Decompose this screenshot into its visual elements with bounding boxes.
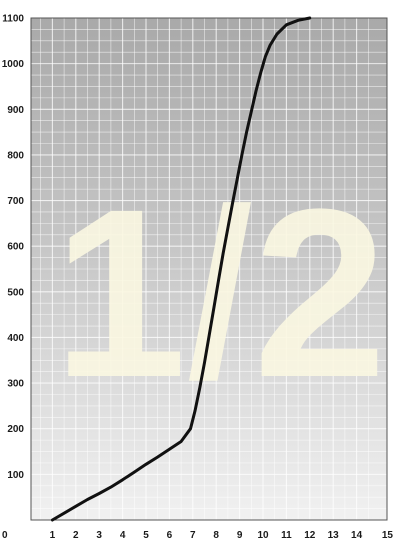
y-tick-label: 1000 <box>2 59 25 70</box>
x-tick-label: 1 <box>50 530 56 541</box>
y-tick-label: 300 <box>7 379 24 390</box>
y-tick-label: 200 <box>7 424 24 435</box>
x-tick-label: 3 <box>96 530 102 541</box>
y-tick-label: 500 <box>7 287 24 298</box>
x-tick-label: 10 <box>257 530 269 541</box>
y-tick-label: 600 <box>7 242 24 253</box>
x-tick-label: 7 <box>190 530 196 541</box>
plot-frame <box>30 17 388 521</box>
x-tick-label: 9 <box>237 530 243 541</box>
y-tick-label: 400 <box>7 333 24 344</box>
x-tick-label: 0 <box>2 530 8 541</box>
x-tick-label: 5 <box>143 530 149 541</box>
x-tick-label: 11 <box>281 530 292 541</box>
half-overlay-label: 1/2 <box>53 159 387 427</box>
series-layer <box>50 16 312 522</box>
y-tick-label: 100 <box>7 470 24 481</box>
x-tick-label: 6 <box>167 530 173 541</box>
x-tick-label: 13 <box>328 530 340 541</box>
x-tick-label: 15 <box>382 530 394 541</box>
grid <box>31 18 387 520</box>
x-tick-label: 2 <box>73 530 79 541</box>
x-axis-ticks: 0 1 2 3 4 5 6 7 8 9 10 11 12 13 14 15 <box>2 530 393 541</box>
x-tick-label: 4 <box>120 530 126 541</box>
x-tick-label: 8 <box>213 530 219 541</box>
y-axis-ticks: 100 200 300 400 500 600 700 800 900 1000 1100 <box>2 14 25 481</box>
x-tick-label: 12 <box>304 530 316 541</box>
series-line <box>50 16 312 522</box>
y-tick-label: 1100 <box>2 14 24 25</box>
y-tick-label: 700 <box>7 196 24 207</box>
x-tick-label: 14 <box>351 530 363 541</box>
y-tick-label: 900 <box>7 105 24 116</box>
y-tick-label: 800 <box>7 150 24 161</box>
